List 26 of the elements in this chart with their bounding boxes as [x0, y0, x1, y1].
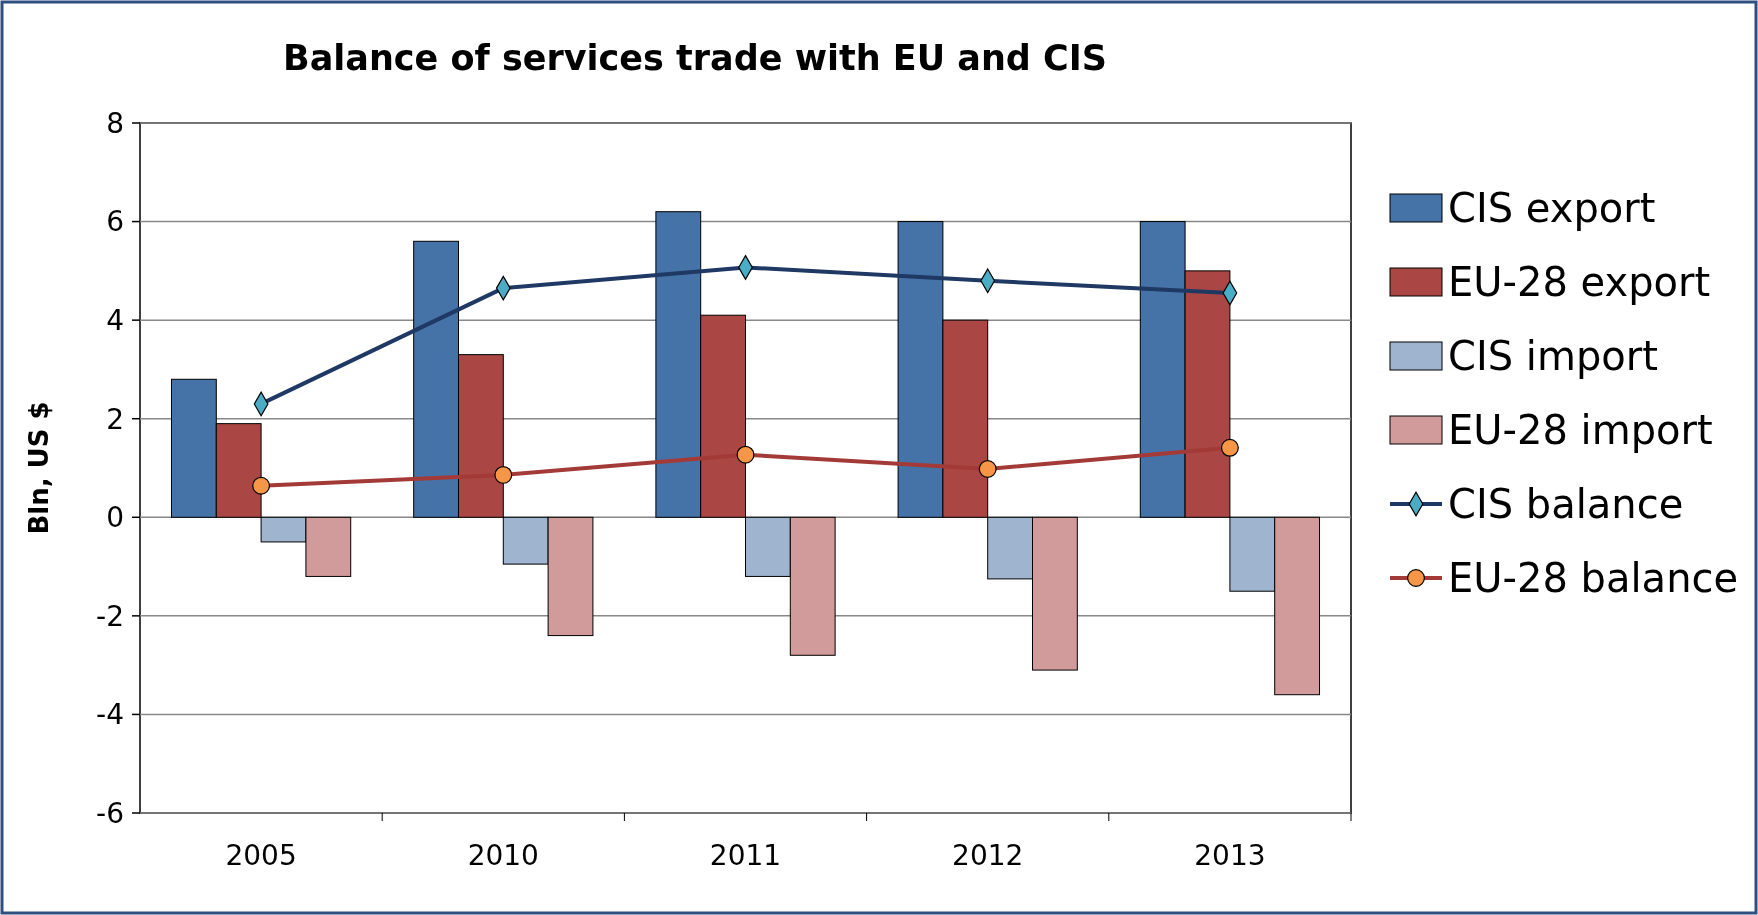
- y-axis-title: Bln, US $: [24, 401, 54, 535]
- y-tick-label: 6: [106, 205, 124, 239]
- point: [494, 465, 513, 484]
- legend-label: CIS import: [1448, 333, 1658, 379]
- point: [978, 460, 997, 478]
- y-tick-label: 8: [106, 106, 124, 140]
- legend-label: CIS balance: [1448, 481, 1684, 527]
- x-tick-label: 2011: [709, 839, 782, 872]
- y-tick-label: -6: [96, 796, 124, 830]
- x-tick-label: 2013: [1194, 839, 1266, 872]
- point: [252, 476, 271, 495]
- x-tick-label: 2005: [225, 839, 297, 872]
- chart-title: Balance of services trade with EU and CIS: [282, 38, 1108, 78]
- x-tick-label: 2012: [952, 839, 1024, 872]
- y-tick-label: 4: [106, 303, 124, 337]
- x-tick-label: 2010: [467, 839, 539, 872]
- legend-label: CIS export: [1448, 185, 1656, 231]
- point: [1220, 438, 1239, 457]
- y-tick-label: -4: [96, 698, 124, 732]
- y-tick-label: 2: [106, 402, 124, 436]
- y-tick-label: -2: [96, 599, 124, 633]
- legend-label: EU-28 import: [1448, 407, 1713, 453]
- point: [736, 445, 755, 464]
- legend-label: EU-28 export: [1448, 259, 1711, 305]
- legend-label: EU-28 balance: [1448, 555, 1739, 601]
- y-tick-label: 0: [106, 501, 124, 535]
